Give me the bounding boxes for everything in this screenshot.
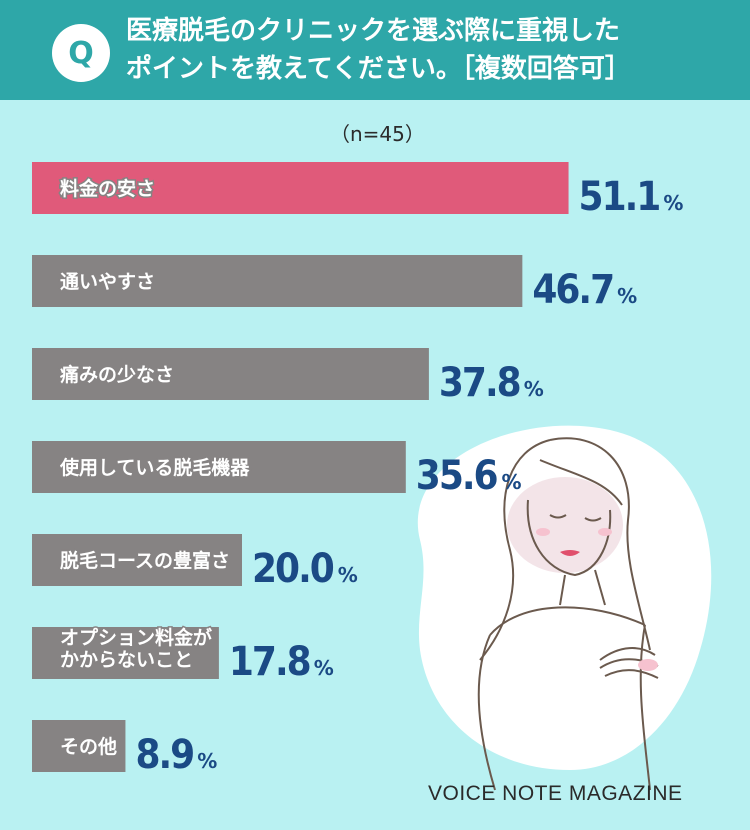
unit-label: % [338,563,358,587]
category-label: オプション料金が [60,626,212,649]
category-label: 脱毛コースの豊富さ [60,549,230,572]
value-label: 8.9 [135,732,193,778]
unit-label: % [502,470,522,494]
value-label: 37.8 [439,360,520,406]
bar [32,534,242,586]
woman-illustration [417,425,712,791]
category-label: かからないこと [60,649,193,671]
unit-label: % [663,191,683,215]
bar [32,720,126,772]
value-label: 51.1 [579,174,660,220]
bar [32,348,429,400]
question-line-2: ポイントを教えてください。［複数回答可］ [126,54,631,84]
category-label: その他 [60,735,117,758]
question-line-1: 医療脱毛のクリニックを選ぶ際に重視した [126,16,621,46]
unit-label: % [314,656,334,680]
value-label: 20.0 [252,546,334,592]
bar [32,441,406,493]
unit-label: % [197,749,217,773]
question-header: Q 医療脱毛のクリニックを選ぶ際に重視した ポイントを教えてください。［複数回答… [0,0,750,100]
bar [32,627,219,679]
category-label: 使用している脱毛機器 [59,456,250,479]
question-title: 医療脱毛のクリニックを選ぶ際に重視した ポイントを教えてください。［複数回答可］ [126,12,726,88]
unit-label: % [617,284,637,308]
bar [32,255,523,307]
value-label: 35.6 [416,453,498,499]
value-label: 46.7 [532,267,613,313]
brand-logo-text: VOICE NOTE MAGAZINE [428,782,683,805]
bar [32,162,569,214]
sample-size: （n=45） [330,122,425,146]
category-label: 痛みの少なさ [60,363,174,386]
question-badge: Q [52,24,110,82]
value-label: 17.8 [229,639,310,685]
category-label: 通いやすさ [60,271,155,293]
category-label: 料金の安さ [60,177,155,200]
unit-label: % [524,377,544,401]
